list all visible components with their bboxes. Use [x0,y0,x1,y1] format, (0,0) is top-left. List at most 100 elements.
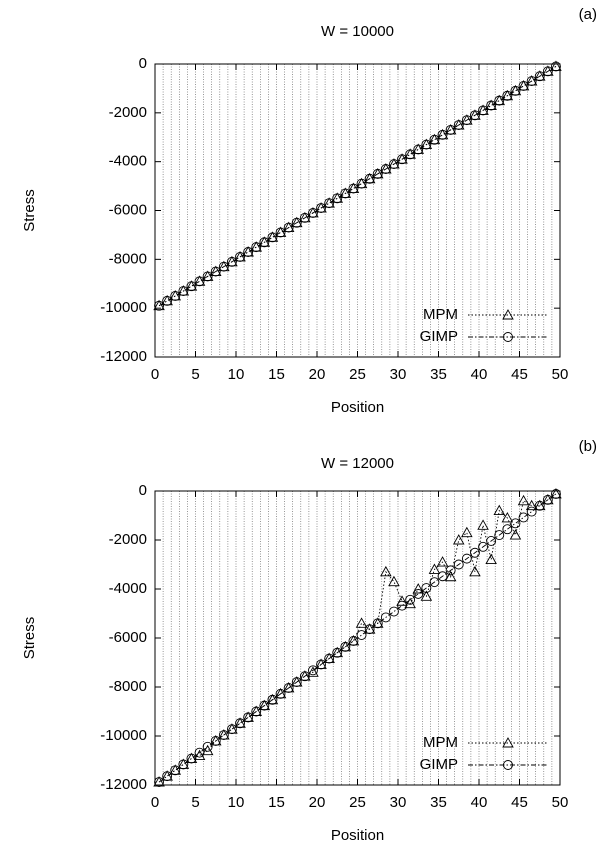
y-axis-label: Stress [21,189,38,232]
circle-marker [413,144,424,155]
legend-label: MPM [423,734,458,751]
circle-marker [453,559,464,570]
triangle-marker [177,758,190,769]
circle-marker [437,571,448,582]
circle-marker [364,624,375,635]
triangle-marker [339,640,352,652]
circle-marker [154,300,165,311]
series-line [158,493,557,783]
x-tick-label: 15 [268,366,285,383]
circle-marker [324,198,335,209]
y-tick-label: -8000 [109,678,147,695]
triangle-marker [542,493,554,505]
circle-marker [283,683,294,693]
circle-marker [218,261,229,272]
triangle-marker [290,676,303,687]
circle-marker [542,66,553,77]
chart-title: W = 10000 [321,23,394,40]
triangle-marker [266,693,279,705]
triangle-marker [250,705,263,716]
x-tick-label: 50 [552,366,569,383]
circle-marker [503,760,513,770]
circle-marker [324,653,335,664]
circle-marker [291,217,302,228]
y-tick-label: -12000 [100,776,147,793]
x-tick-label: 5 [191,366,199,383]
circle-marker [437,129,448,140]
x-tick-label: 0 [151,366,159,383]
circle-marker [486,100,497,111]
circle-marker [259,237,270,248]
circle-marker [243,247,254,257]
x-tick-label: 25 [349,366,366,383]
x-tick-label: 35 [430,366,447,383]
x-tick-label: 5 [191,794,199,811]
circle-marker [299,212,310,223]
circle-marker [405,149,416,160]
circle-marker [518,81,529,91]
circle-marker [154,777,165,788]
circle-marker [186,281,197,292]
triangle-marker [371,617,384,628]
circle-marker [316,659,326,670]
triangle-marker [185,752,198,763]
panel-label: (a) [579,6,597,23]
circle-marker [429,577,440,588]
triangle-marker [226,723,238,734]
circle-marker [332,193,343,204]
x-tick-label: 30 [390,794,407,811]
triangle-marker [355,617,368,628]
triangle-marker [469,565,481,577]
circle-marker [494,95,505,106]
circle-marker [283,222,294,233]
x-tick-label: 40 [471,794,488,811]
triangle-marker [444,570,457,582]
triangle-marker [153,776,165,787]
circle-marker [162,771,173,782]
plot-frame [154,63,561,358]
circle-marker [364,173,375,184]
triangle-marker [525,499,538,511]
circle-marker [170,291,181,301]
x-tick-label: 15 [268,794,285,811]
circle-marker [202,271,213,282]
circle-marker [429,134,440,145]
triangle-marker [234,717,246,728]
y-tick-label: -8000 [109,250,147,267]
circle-marker [267,232,278,243]
circle-marker [380,164,391,174]
triangle-marker [209,734,222,746]
legend-label: GIMP [420,328,458,345]
y-tick-label: -10000 [100,727,147,744]
circle-marker [518,512,529,523]
circle-marker [421,139,432,150]
x-tick-label: 25 [349,794,366,811]
triangle-marker [550,60,562,71]
circle-marker [348,183,359,194]
circle-marker [372,168,383,179]
x-tick-label: 20 [309,794,326,811]
circle-marker [372,618,383,629]
circle-marker [503,332,513,342]
circle-marker [186,753,197,764]
circle-marker [210,266,221,277]
circle-marker [332,647,343,658]
circle-marker [340,188,351,199]
triangle-marker [323,652,335,664]
circle-marker [502,90,513,101]
circle-marker [356,178,367,189]
circle-marker [170,765,181,776]
triangle-marker [274,687,287,699]
chart-title: W = 12000 [321,455,394,472]
circle-marker [162,295,173,306]
y-tick-label: -6000 [109,201,147,218]
circle-marker [178,759,189,770]
y-tick-label: -4000 [109,580,147,597]
y-tick-label: -2000 [109,104,147,121]
x-tick-label: 50 [552,794,569,811]
circle-marker [421,583,432,593]
triangle-marker [493,504,506,516]
circle-marker [494,530,505,541]
circle-marker [551,61,561,72]
